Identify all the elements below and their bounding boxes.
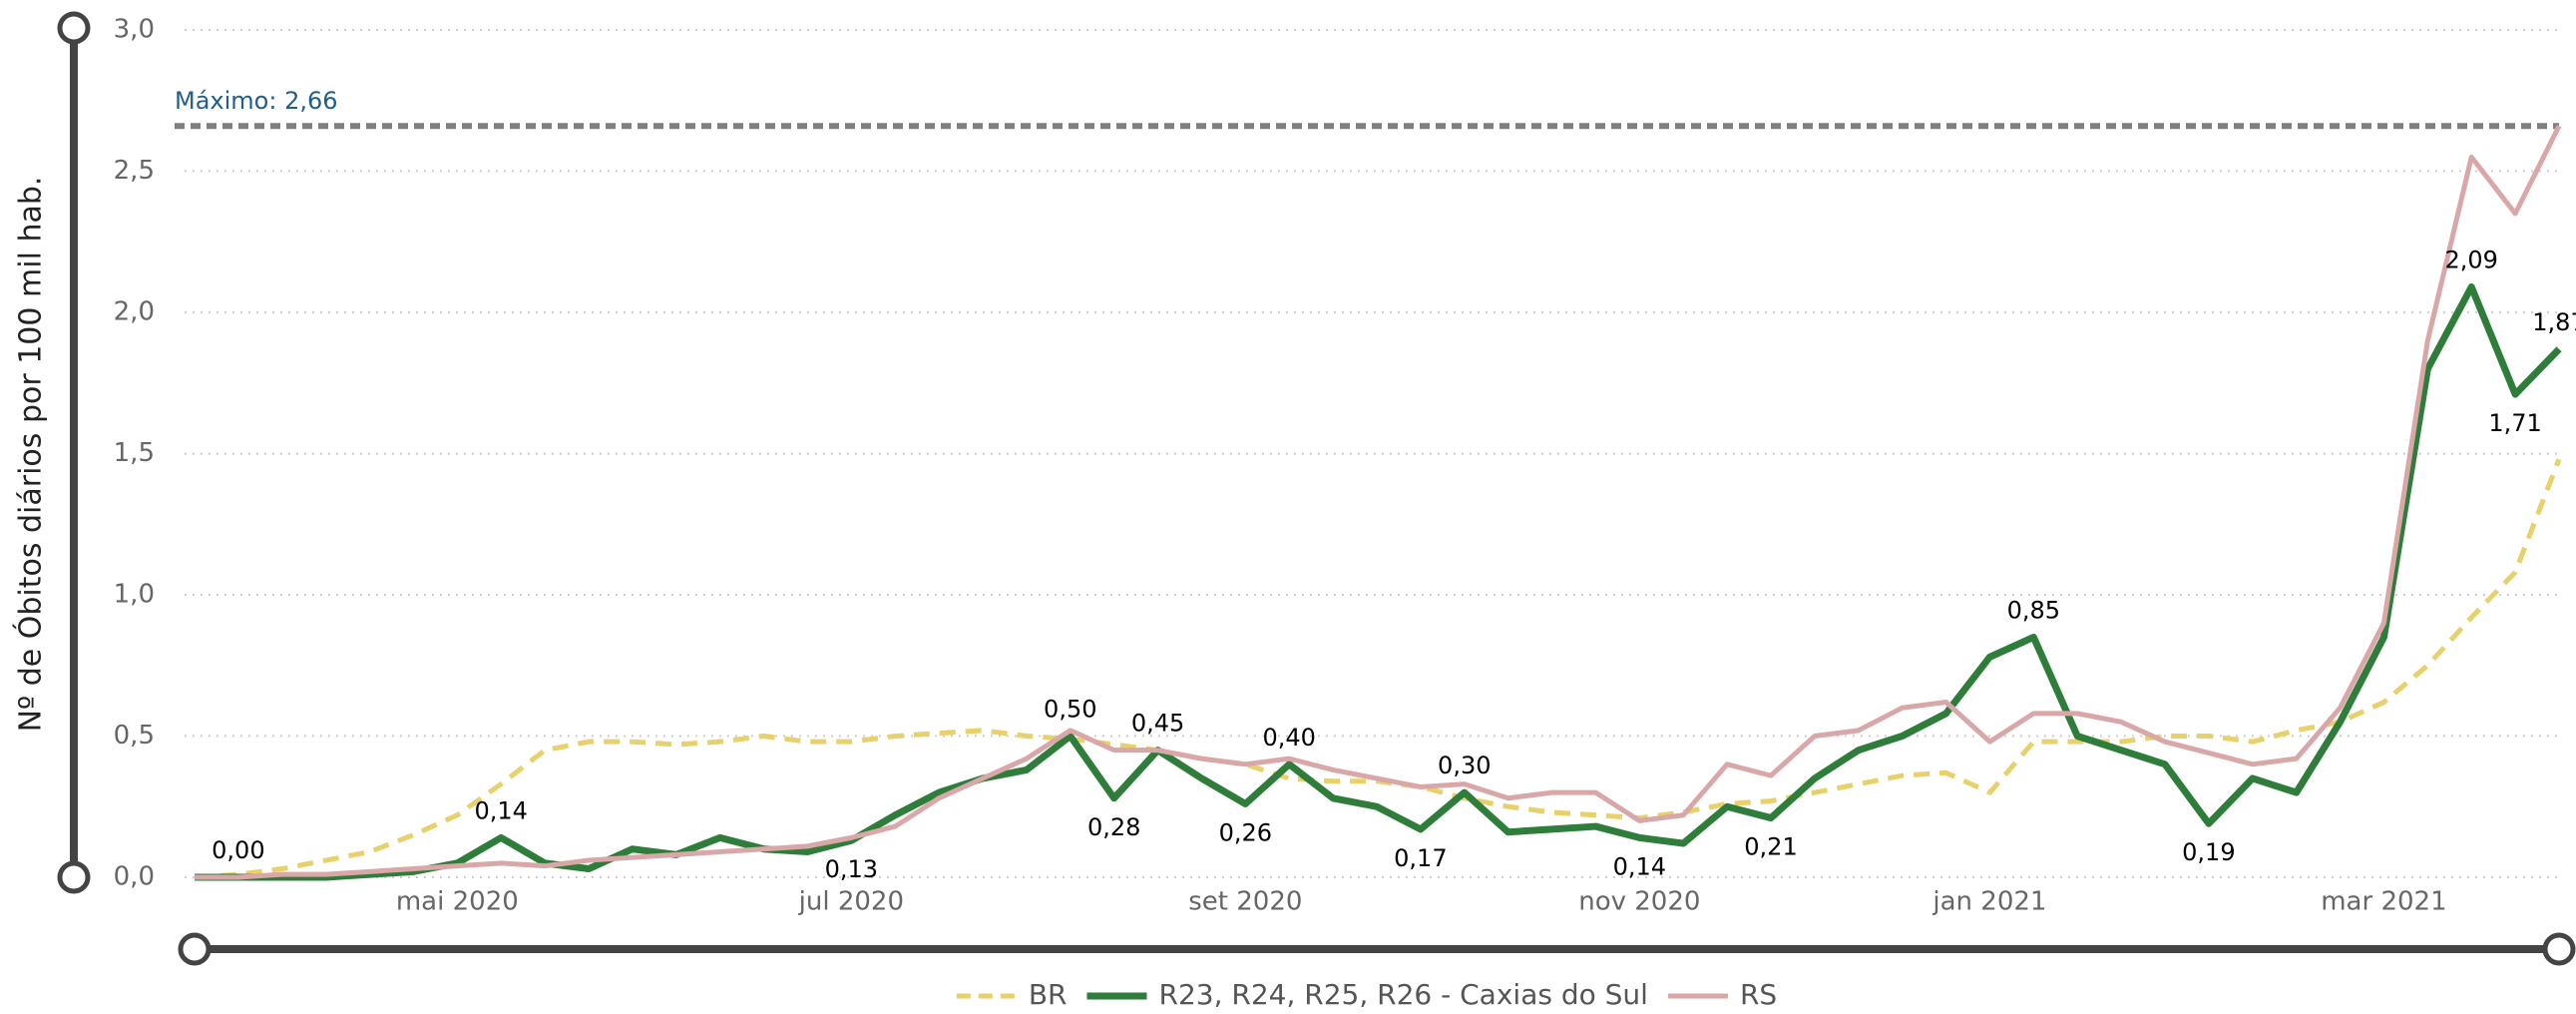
legend: BR R23, R24, R25, R26 - Caxias do Sul RS [956,978,1777,1011]
data-label: 2,09 [2445,247,2498,274]
series-line [195,283,2562,881]
data-label: 0,21 [1744,833,1797,861]
data-label: 0,26 [1219,818,1272,846]
data-label: 0,00 [212,836,264,864]
data-label: 0,14 [475,796,528,824]
data-label: 0,13 [825,855,878,883]
y-scroll [57,11,91,894]
x-tick-label: mar 2021 [2321,887,2446,917]
y-tick-label: 1,5 [114,438,155,468]
data-label: 0,28 [1087,813,1140,841]
data-label: 1,87 [2532,308,2576,336]
x-tick-label: nov 2020 [1578,887,1700,917]
y-tick-label: 2,0 [114,297,155,327]
scroll-handle[interactable] [178,932,212,966]
y-tick-label: 3,0 [114,15,155,45]
data-label: 0,19 [2182,838,2235,866]
legend-label: R23, R24, R25, R26 - Caxias do Sul [1158,978,1647,1011]
data-label: 0,14 [1613,852,1666,880]
y-tick-label: 1,0 [114,580,155,610]
scroll-handle[interactable] [57,860,91,894]
data-label: 0,50 [1044,696,1096,724]
x-tick-label: set 2020 [1188,887,1302,917]
x-tick-label: mai 2020 [396,887,519,917]
scroll-handle[interactable] [57,11,91,45]
y-tick-label: 2,5 [114,156,155,186]
x-tick-label: jul 2020 [798,887,904,917]
data-label: 0,17 [1394,844,1447,872]
x-tick-label: jan 2021 [1932,887,2046,917]
x-scroll [178,932,2576,966]
data-label: 0,45 [1131,710,1184,738]
y-tick-label: 0,0 [114,862,155,892]
data-label: 0,85 [2007,596,2060,624]
scroll-handle[interactable] [2542,932,2576,966]
max-label: Máximo: 2,66 [175,87,338,115]
data-label: 0,40 [1263,724,1316,752]
series-line [194,458,2562,880]
data-label: 1,71 [2488,409,2541,437]
y-tick-label: 0,5 [114,721,155,751]
series-line [195,125,2562,880]
legend-label: RS [1740,978,1777,1011]
data-label: 0,30 [1438,752,1491,779]
legend-label: BR [1029,978,1068,1011]
y-axis-label: Nº de Óbitos diários por 100 mil hab. [12,177,49,733]
